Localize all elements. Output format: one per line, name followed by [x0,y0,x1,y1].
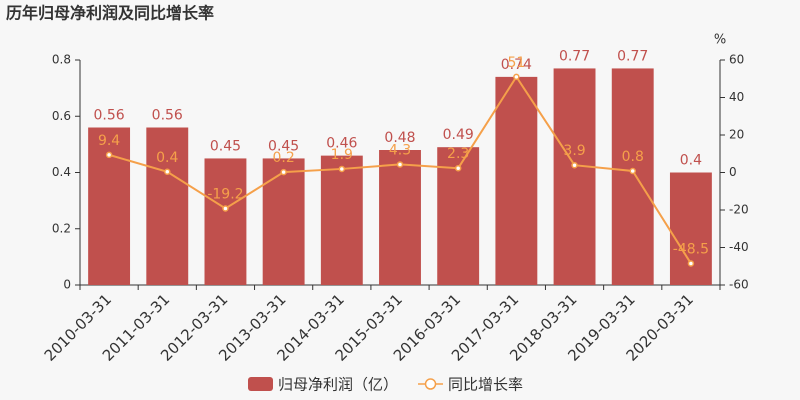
line-point [338,165,346,173]
y2-tick-label: -60 [729,278,749,292]
bar [204,158,247,285]
line-point [513,73,520,81]
bar-value-label: 0.45 [268,138,299,154]
line-point [629,167,636,175]
y2-tick-label: 20 [729,128,744,142]
bar [553,68,596,285]
line-value-label: -19.2 [207,187,243,203]
line-point [164,168,171,175]
bar [669,172,712,285]
line-value-label: 9.4 [98,133,120,149]
line-value-label: 0.8 [622,149,644,165]
bar [320,155,363,285]
bar-value-label: 0.74 [501,57,532,73]
bar-value-label: 0.56 [152,108,183,124]
bar-value-label: 0.4 [680,153,702,169]
y2-tick-label: 0 [729,165,737,179]
y-tick-label: 0.2 [52,221,71,235]
y-tick-label: 0 [63,278,71,292]
y-tick-label: 0.6 [52,109,71,123]
bar-value-label: 0.46 [326,136,357,152]
bar-value-label: 0.77 [559,48,590,64]
line-point [571,161,578,169]
bar-value-label: 0.56 [94,108,125,124]
bar-value-label: 0.48 [384,130,415,146]
y-tick-label: 0.4 [52,165,71,179]
legend-label: 归母净利润（亿） [278,376,398,394]
y2-tick-label: 60 [729,53,744,67]
legend-marker [424,378,437,390]
y2-tick-label: 40 [729,90,744,104]
bar [262,158,305,285]
line-point [687,260,695,267]
bar-value-label: 0.45 [210,138,241,154]
legend-marker [248,377,273,391]
line-value-label: 0.4 [156,150,178,166]
line-value-label: 4.3 [389,142,411,158]
line-value-label: 3.9 [563,143,585,159]
bar [611,68,654,285]
line-value-label: 2.3 [447,146,469,162]
y2-tick-label: -40 [729,240,749,254]
line-point [105,151,113,159]
y2-tick-label: -20 [729,203,749,217]
line-value-label: 0.2 [273,150,295,166]
y-tick-label: 0.8 [52,53,71,67]
legend-label: 同比增长率 [448,376,523,394]
bar [379,150,421,285]
chart-title: 历年归母净利润及同比增长率 [6,4,214,23]
y2-axis-label: % [714,33,726,48]
line-point [396,161,404,168]
line-value-label: 1.9 [331,147,353,163]
line-point [280,168,287,176]
bar [146,127,189,285]
bar-value-label: 0.77 [617,48,648,64]
bar-value-label: 0.49 [443,127,474,143]
line-point [222,205,229,212]
line-value-label: -48.5 [673,241,709,257]
line-point [454,164,462,172]
bar [88,127,131,285]
line-value-label: 51 [507,55,525,71]
bar [495,76,538,285]
